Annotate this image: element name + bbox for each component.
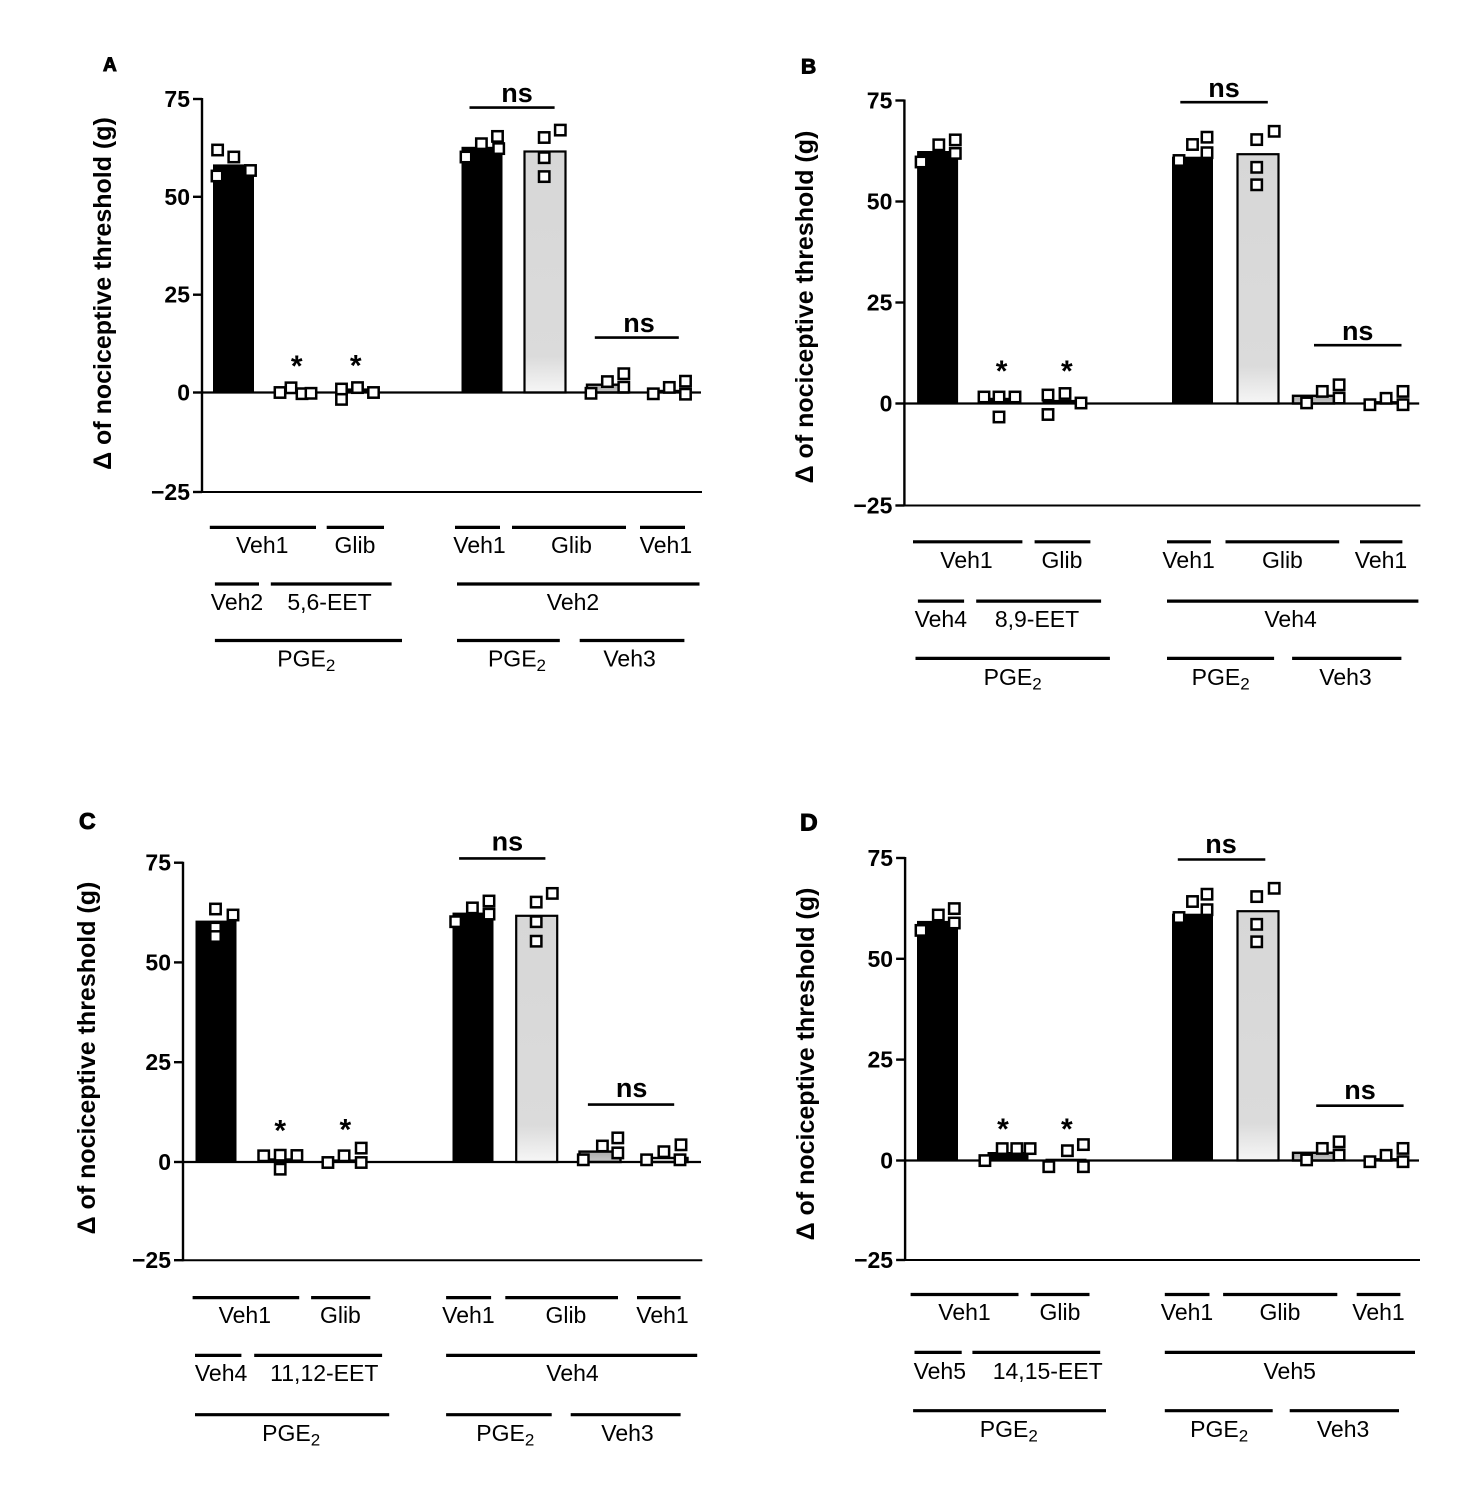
svg-text:Veh1: Veh1 xyxy=(636,1302,688,1328)
svg-text:Veh2: Veh2 xyxy=(211,589,263,615)
svg-text:Veh3: Veh3 xyxy=(601,1420,653,1446)
svg-text:Veh4: Veh4 xyxy=(915,606,968,632)
svg-text:PGE2: PGE2 xyxy=(980,1416,1038,1446)
svg-text:C: C xyxy=(79,808,96,834)
svg-text:B: B xyxy=(801,56,816,79)
svg-text:50: 50 xyxy=(868,946,894,972)
svg-text:*: * xyxy=(339,1114,351,1147)
svg-text:Glib: Glib xyxy=(320,1302,361,1328)
svg-text:75: 75 xyxy=(145,850,171,876)
svg-text:75: 75 xyxy=(867,88,893,114)
svg-text:Veh1: Veh1 xyxy=(442,1302,494,1328)
svg-text:0: 0 xyxy=(880,1148,893,1174)
svg-text:ns: ns xyxy=(1208,73,1240,103)
svg-text:0: 0 xyxy=(880,391,893,417)
svg-text:Veh4: Veh4 xyxy=(195,1360,248,1386)
svg-text:Veh1: Veh1 xyxy=(236,532,288,558)
svg-text:Glib: Glib xyxy=(545,1302,586,1328)
svg-text:14,15-EET: 14,15-EET xyxy=(993,1358,1103,1384)
svg-text:Veh3: Veh3 xyxy=(1317,1416,1369,1442)
svg-text:−25: −25 xyxy=(132,1247,171,1273)
svg-text:ns: ns xyxy=(492,826,524,856)
svg-text:Veh5: Veh5 xyxy=(1263,1358,1315,1384)
svg-text:PGE2: PGE2 xyxy=(262,1420,320,1450)
svg-text:25: 25 xyxy=(868,1047,894,1073)
svg-text:PGE2: PGE2 xyxy=(1190,1416,1248,1446)
svg-text:Δ of nociceptive threshold (g): Δ of nociceptive threshold (g) xyxy=(89,117,117,470)
svg-text:Veh2: Veh2 xyxy=(547,589,599,615)
svg-text:A: A xyxy=(103,55,117,76)
svg-text:*: * xyxy=(274,1115,286,1148)
svg-text:D: D xyxy=(800,810,818,837)
svg-text:Veh1: Veh1 xyxy=(1162,547,1214,573)
svg-text:50: 50 xyxy=(867,189,893,215)
svg-text:Veh4: Veh4 xyxy=(1264,606,1317,632)
svg-text:0: 0 xyxy=(158,1149,171,1175)
svg-text:75: 75 xyxy=(164,86,190,112)
svg-text:25: 25 xyxy=(145,1049,171,1075)
svg-text:*: * xyxy=(291,350,303,383)
svg-text:Veh1: Veh1 xyxy=(1161,1299,1213,1325)
svg-text:PGE2: PGE2 xyxy=(277,646,335,676)
svg-text:ns: ns xyxy=(623,308,655,338)
svg-text:Veh3: Veh3 xyxy=(1319,664,1371,690)
svg-text:*: * xyxy=(1061,1113,1073,1146)
svg-text:ns: ns xyxy=(1205,829,1237,859)
svg-text:50: 50 xyxy=(145,949,171,975)
svg-text:*: * xyxy=(996,355,1008,388)
svg-text:PGE2: PGE2 xyxy=(1192,664,1250,694)
svg-text:ns: ns xyxy=(501,78,533,108)
svg-text:Glib: Glib xyxy=(551,532,592,558)
svg-text:ns: ns xyxy=(1342,316,1374,346)
svg-text:Veh1: Veh1 xyxy=(640,532,692,558)
svg-text:Veh1: Veh1 xyxy=(940,547,992,573)
svg-text:*: * xyxy=(1061,355,1073,388)
svg-text:Veh3: Veh3 xyxy=(603,646,655,672)
svg-text:0: 0 xyxy=(177,380,190,406)
svg-text:−25: −25 xyxy=(853,493,892,519)
svg-text:Veh4: Veh4 xyxy=(546,1360,599,1386)
svg-text:Veh5: Veh5 xyxy=(914,1358,966,1384)
svg-text:Veh1: Veh1 xyxy=(938,1299,990,1325)
svg-text:*: * xyxy=(997,1113,1009,1146)
svg-text:Veh1: Veh1 xyxy=(219,1302,271,1328)
svg-text:Glib: Glib xyxy=(335,532,376,558)
svg-text:Glib: Glib xyxy=(1042,547,1083,573)
svg-text:Veh1: Veh1 xyxy=(1352,1299,1404,1325)
svg-text:11,12-EET: 11,12-EET xyxy=(270,1360,378,1386)
svg-text:Veh1: Veh1 xyxy=(453,532,505,558)
svg-text:75: 75 xyxy=(868,845,894,871)
svg-text:25: 25 xyxy=(867,290,893,316)
svg-text:Δ of nociceptive threshold (g): Δ of nociceptive threshold (g) xyxy=(791,131,819,484)
svg-text:5,6-EET: 5,6-EET xyxy=(287,589,371,615)
svg-text:8,9-EET: 8,9-EET xyxy=(995,606,1079,632)
svg-text:Glib: Glib xyxy=(1040,1299,1081,1325)
svg-text:PGE2: PGE2 xyxy=(984,664,1042,694)
svg-text:Glib: Glib xyxy=(1260,1299,1301,1325)
svg-text:Glib: Glib xyxy=(1262,547,1303,573)
svg-text:ns: ns xyxy=(616,1073,648,1103)
svg-text:*: * xyxy=(350,349,362,382)
svg-text:Δ of nociceptive threshold (g): Δ of nociceptive threshold (g) xyxy=(792,888,820,1241)
svg-text:−25: −25 xyxy=(854,1247,893,1273)
svg-text:50: 50 xyxy=(164,184,190,210)
svg-text:25: 25 xyxy=(164,282,190,308)
svg-text:Δ of nociceptive threshold (g): Δ of nociceptive threshold (g) xyxy=(73,882,101,1235)
svg-text:−25: −25 xyxy=(151,479,190,505)
svg-text:PGE2: PGE2 xyxy=(488,646,546,676)
svg-text:ns: ns xyxy=(1344,1075,1376,1105)
svg-text:PGE2: PGE2 xyxy=(476,1420,534,1450)
svg-text:Veh1: Veh1 xyxy=(1355,547,1407,573)
